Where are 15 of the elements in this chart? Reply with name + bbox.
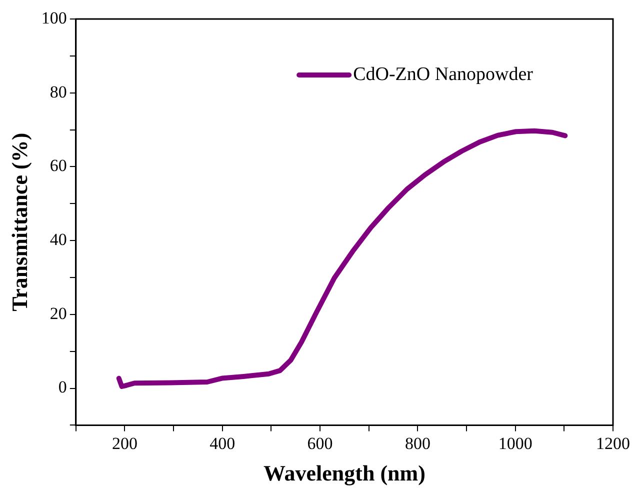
x-tick-label: 1200 xyxy=(596,434,630,453)
y-tick-label: 100 xyxy=(41,8,67,28)
x-axis-title: Wavelength (nm) xyxy=(263,460,426,486)
x-tick-label: 800 xyxy=(404,434,430,453)
y-tick-label: 20 xyxy=(50,304,67,323)
y-tick-label: 80 xyxy=(50,82,67,102)
x-tick-label: 600 xyxy=(307,434,333,453)
y-tick-label: 40 xyxy=(50,230,67,250)
x-tick-label: 1000 xyxy=(498,434,532,453)
x-tick-label: 400 xyxy=(210,434,236,453)
y-tick-label: 60 xyxy=(50,156,67,176)
y-tick-label: 0 xyxy=(58,378,67,397)
x-tick-label: 200 xyxy=(112,434,138,453)
legend-label: CdO-ZnO Nanopowder xyxy=(353,64,534,85)
y-axis-title: Transmittance (%) xyxy=(6,132,32,312)
